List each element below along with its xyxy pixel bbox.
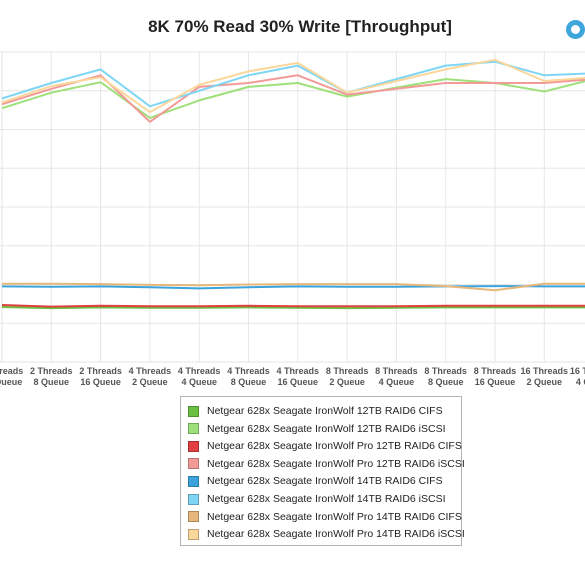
series-line-7[interactable]: [2, 282, 585, 292]
legend-item[interactable]: Netgear 628x Seagate IronWolf 12TB RAID6…: [188, 421, 446, 437]
x-tick-label: 8 Threads 8 Queue: [424, 366, 467, 387]
x-tick-label: 2 Threads 8 Queue: [30, 366, 73, 387]
legend-label: Netgear 628x Seagate IronWolf Pro 12TB R…: [207, 440, 462, 453]
legend-swatch: [188, 405, 199, 417]
legend-swatch: [188, 440, 199, 452]
legend-label: Netgear 628x Seagate IronWolf Pro 14TB R…: [207, 528, 465, 541]
x-tick-label: 8 Threads 2 Queue: [326, 366, 369, 387]
legend-swatch: [188, 511, 199, 523]
legend-item[interactable]: Netgear 628x Seagate IronWolf Pro 14TB R…: [188, 509, 462, 525]
legend-label: Netgear 628x Seagate IronWolf 12TB RAID6…: [207, 422, 446, 435]
legend-label: Netgear 628x Seagate IronWolf 14TB RAID6…: [207, 493, 446, 505]
legend-item[interactable]: Netgear 628x Seagate IronWolf Pro 14TB R…: [188, 526, 465, 542]
chart-title: 8K 70% Read 30% Write [Throughput]: [148, 17, 452, 36]
x-tick-label: 8 Threads 16 Queue: [474, 366, 517, 387]
x-tick-label: 4 Threads 2 Queue: [129, 366, 172, 387]
legend-label: Netgear 628x Seagate IronWolf Pro 12TB R…: [207, 457, 465, 470]
legend-label: Netgear 628x Seagate IronWolf 12TB RAID6…: [207, 405, 443, 417]
legend-label: Netgear 628x Seagate IronWolf 14TB RAID6…: [207, 475, 443, 488]
legend-item[interactable]: Netgear 628x Seagate IronWolf 14TB RAID6…: [188, 473, 443, 489]
series-line-8[interactable]: [1, 58, 585, 114]
legend-swatch: [188, 528, 199, 540]
legend-swatch: [188, 423, 199, 435]
legend-item[interactable]: Netgear 628x Seagate IronWolf 14TB RAID6…: [188, 491, 446, 507]
x-tick-label: 16 Threads 2 Queue: [521, 366, 569, 387]
series-line-3[interactable]: [1, 304, 585, 308]
series-line-5[interactable]: [1, 285, 585, 290]
legend-swatch: [188, 493, 199, 505]
legend-item[interactable]: Netgear 628x Seagate IronWolf Pro 12TB R…: [188, 438, 462, 454]
x-tick-label: 2 Threads 16 Queue: [79, 366, 122, 387]
series-layer: [1, 58, 585, 310]
series-line-1[interactable]: [1, 306, 585, 310]
legend-item[interactable]: Netgear 628x Seagate IronWolf 12TB RAID6…: [188, 403, 443, 419]
legend-swatch: [188, 458, 199, 470]
series-line-4[interactable]: [1, 74, 585, 123]
legend: Netgear 628x Seagate IronWolf 12TB RAID6…: [180, 396, 465, 546]
grid: [0, 51, 585, 363]
x-tick-label: 4 Threads 4 Queue: [178, 366, 221, 387]
x-tick-label: 8 Threads 4 Queue: [375, 366, 418, 387]
x-tick-label: 4 Threads 8 Queue: [227, 366, 270, 387]
legend-swatch: [188, 475, 199, 487]
series-line-6[interactable]: [1, 60, 585, 108]
info-icon[interactable]: [566, 20, 585, 39]
x-tick-label: 4 Threads 16 Queue: [277, 366, 320, 387]
series-line-2[interactable]: [1, 78, 585, 119]
legend-label: Netgear 628x Seagate IronWolf Pro 14TB R…: [207, 510, 462, 523]
legend-item[interactable]: Netgear 628x Seagate IronWolf Pro 12TB R…: [188, 456, 465, 472]
